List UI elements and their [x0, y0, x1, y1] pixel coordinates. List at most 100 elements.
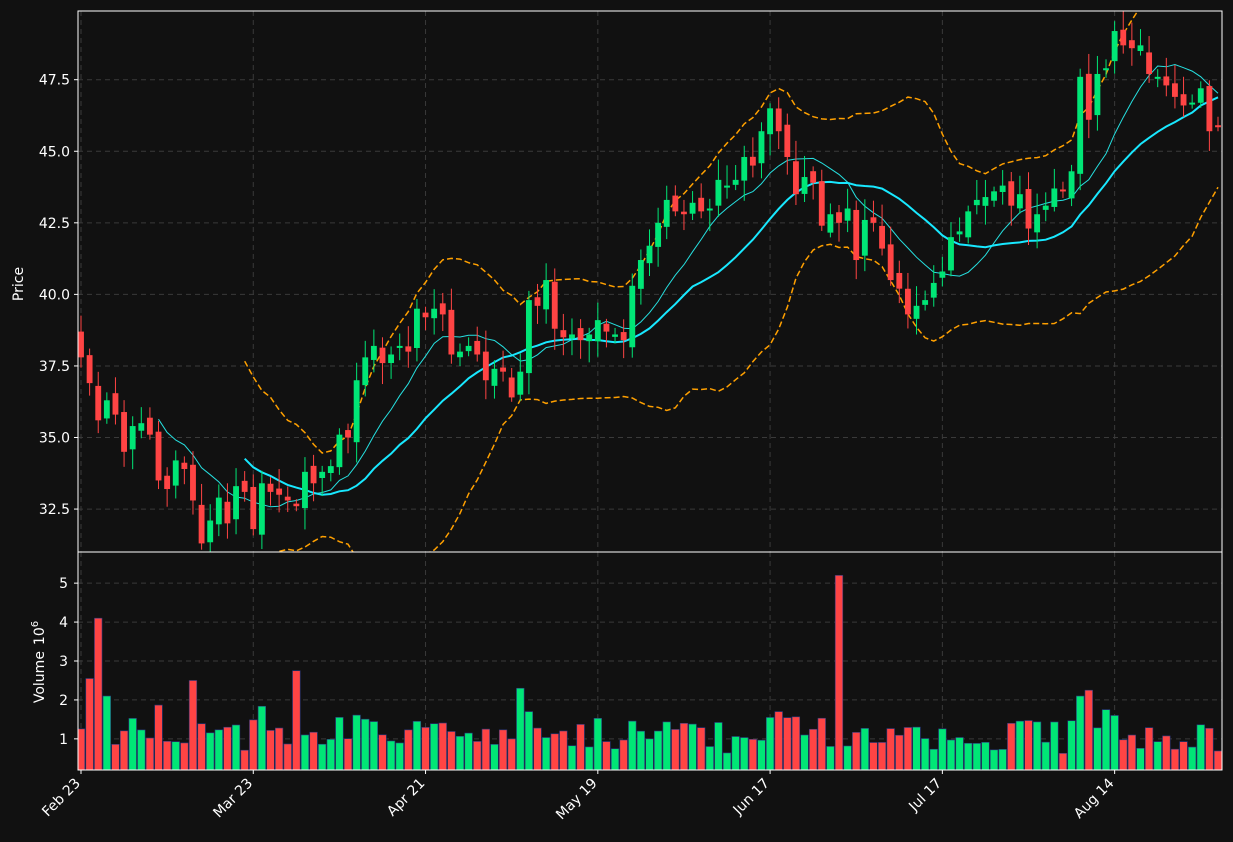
volume-bar — [128, 718, 137, 770]
volume-bar — [197, 723, 206, 770]
volume-bar — [697, 727, 706, 770]
volume-bar — [800, 734, 809, 770]
price-tick-label: 40.0 — [39, 287, 70, 303]
candle-body — [913, 305, 920, 319]
candle-body — [1197, 88, 1204, 103]
candle-body — [543, 280, 550, 310]
candle-body — [457, 351, 463, 358]
volume-bar — [1076, 695, 1085, 770]
volume-bar — [352, 714, 361, 770]
volume-bar — [102, 695, 111, 770]
volume-bar — [645, 738, 654, 770]
volume-bar — [275, 727, 284, 770]
candle-body — [870, 217, 877, 223]
candle-body — [525, 300, 532, 374]
bollinger-upper-line — [244, 11, 1139, 454]
candle-body — [637, 260, 644, 289]
time-tick-label: Jun 17 — [730, 776, 773, 819]
volume-bar — [1015, 720, 1024, 770]
volume-bar — [473, 741, 482, 770]
candle-body — [1189, 102, 1196, 105]
candle-body — [836, 212, 842, 223]
volume-bar — [111, 744, 120, 770]
volume-bar — [378, 734, 387, 770]
candle-body — [904, 288, 911, 315]
candle-body — [250, 486, 257, 530]
volume-bar — [1093, 727, 1102, 770]
volume-bar — [929, 748, 938, 770]
candle-body — [569, 334, 575, 339]
candle-body — [577, 328, 584, 341]
volume-bar — [455, 736, 465, 770]
candle-body — [1051, 188, 1058, 207]
volume-bar — [1127, 734, 1136, 770]
volume-bar — [1162, 735, 1171, 770]
volume-bar — [430, 723, 439, 770]
volume-bar — [1136, 747, 1145, 770]
volume-bar — [1101, 709, 1111, 770]
candle-body — [1085, 73, 1092, 120]
candle-body — [758, 131, 765, 164]
volume-bar — [1213, 750, 1222, 770]
volume-bar — [78, 728, 86, 770]
candle-body — [965, 211, 972, 238]
candle-body — [1206, 86, 1213, 132]
candle-body — [310, 465, 317, 484]
volume-bar — [791, 716, 801, 770]
volume-bar — [464, 732, 473, 770]
candle-body — [612, 334, 618, 337]
volume-bar — [533, 727, 542, 770]
volume-tick-label: 3 — [59, 654, 68, 670]
candle-body — [1172, 83, 1178, 97]
volume-bar — [972, 743, 981, 770]
volume-bar — [765, 717, 775, 770]
candle-body — [698, 197, 705, 212]
candle-body — [319, 471, 326, 478]
candle-body — [121, 412, 127, 452]
candle-body — [327, 466, 334, 474]
volume-bar — [163, 740, 172, 770]
volume-bar — [85, 678, 94, 770]
candle-body — [887, 244, 894, 281]
volume-bar — [610, 748, 620, 770]
candle-body — [861, 219, 868, 256]
volume-bar — [946, 739, 956, 770]
candle-body — [879, 225, 885, 249]
candle-body — [741, 156, 748, 181]
candle-body — [1025, 189, 1032, 229]
volume-bar — [1205, 727, 1214, 770]
volume-bar — [516, 687, 525, 770]
candle-body — [1077, 76, 1084, 174]
candle-body — [982, 197, 989, 206]
volume-bar — [283, 743, 292, 770]
volume-bar — [404, 729, 413, 770]
time-tick-label: Mar 23 — [210, 776, 256, 822]
candle-body — [775, 108, 782, 132]
candle-body — [853, 209, 860, 261]
time-tick-label: Feb 23 — [39, 776, 84, 821]
volume-axis: 1 2 3 4 5 — [59, 576, 78, 748]
volume-bar — [1179, 741, 1188, 770]
volume-bar — [567, 745, 577, 770]
volume-bar — [1033, 721, 1042, 770]
volume-axis-label: Volume 106 — [30, 621, 48, 703]
volume-bar — [481, 728, 490, 770]
candle-body — [500, 367, 506, 372]
volume-bar — [249, 719, 258, 770]
volume-bar — [240, 749, 249, 770]
candle-body — [474, 340, 481, 355]
volume-bar — [386, 740, 396, 770]
volume-bar — [817, 717, 826, 770]
candle-body — [594, 320, 601, 342]
volume-axis-exponent: 6 — [30, 621, 41, 627]
volume-bar — [748, 738, 757, 770]
candle-body — [224, 501, 231, 524]
moving-average-slow-line — [243, 96, 1219, 496]
volume-bar — [137, 729, 146, 770]
price-axis-label: Price — [11, 267, 27, 301]
candle-body — [930, 282, 937, 298]
volume-bar — [921, 738, 930, 770]
candle-body — [620, 332, 627, 341]
volume-tick-label: 5 — [59, 576, 68, 592]
